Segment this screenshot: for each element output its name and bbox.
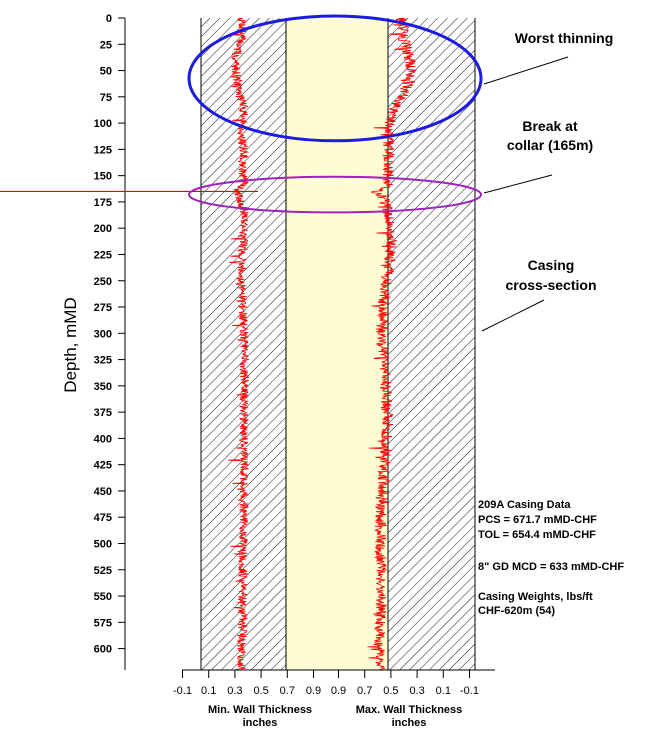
y-tick-label: 150 — [94, 171, 112, 183]
casing-cross-section-leader — [481, 299, 545, 332]
y-tick-label: 100 — [94, 118, 112, 130]
info-tol: TOL = 654.4 mMD-CHF — [478, 529, 596, 541]
max-wall-thickness-trace — [367, 17, 418, 670]
x-tick-label: 0.9 — [306, 685, 321, 697]
y-tick-label: 325 — [94, 355, 112, 367]
y-tick-label: 350 — [94, 381, 112, 393]
y-tick-label: 600 — [94, 644, 112, 656]
worst-thinning-label: Worst thinning — [515, 30, 614, 46]
y-axis-ticks: 0 25 50 75 100 125 150 175 200 225 250 275 300 325 350… — [94, 13, 125, 656]
y-tick-label: 275 — [94, 302, 112, 314]
x-tick-label: 0.1 — [201, 685, 216, 697]
y-tick-label: 175 — [94, 197, 112, 209]
x-tick-label: 0.9 — [331, 685, 346, 697]
left-track-units: inches — [243, 717, 278, 729]
y-tick-label: 525 — [94, 565, 112, 577]
y-axis-title: Depth, mMD — [61, 297, 80, 392]
x-tick-label: 0.7 — [280, 685, 295, 697]
y-tick-label: 0 — [106, 13, 112, 25]
y-tick-label: 575 — [94, 617, 112, 629]
y-tick-label: 125 — [94, 144, 112, 156]
info-casing-data: 209A Casing Data — [478, 499, 571, 511]
y-tick-label: 400 — [94, 433, 112, 445]
y-tick-label: 75 — [100, 92, 112, 104]
info-gd-mcd: 8" GD MCD = 633 mMD-CHF — [478, 561, 624, 573]
y-tick-label: 300 — [94, 328, 112, 340]
info-pcs: PCS = 671.7 mMD-CHF — [478, 514, 597, 526]
break-at-collar-leader — [483, 174, 553, 194]
worst-thinning-ellipse — [187, 14, 483, 143]
collar-break-ellipse — [188, 175, 482, 214]
x-tick-label: 0.1 — [436, 685, 451, 697]
x-axis-ticks: -0.1 0.1 0.3 0.5 0.7 0.9 0.9 0.7 0.5 0.3 0.1 -0.1 — [173, 670, 479, 697]
y-tick-label: 475 — [94, 512, 112, 524]
x-tick-label: 0.3 — [227, 685, 242, 697]
x-tick-label: 0.5 — [383, 685, 398, 697]
right-casing-wall — [388, 18, 475, 670]
break-at-collar-label-line1: Break at — [522, 118, 578, 134]
y-tick-label: 425 — [94, 460, 112, 472]
x-tick-label: 0.3 — [409, 685, 424, 697]
y-tick-label: 450 — [94, 486, 112, 498]
x-tick-label: 0.5 — [253, 685, 268, 697]
casing-bore — [286, 18, 388, 670]
y-tick-label: 250 — [94, 276, 112, 288]
info-casing-weights: Casing Weights, lbs/ft — [478, 591, 593, 603]
y-tick-label: 550 — [94, 591, 112, 603]
y-tick-label: 50 — [100, 66, 112, 78]
casing-cross-section-label-line1: Casing — [528, 257, 575, 273]
right-track-units: inches — [392, 717, 427, 729]
left-track-title: Min. Wall Thickness — [208, 704, 312, 716]
right-track-title: Max. Wall Thickness — [356, 704, 463, 716]
x-tick-label: 0.7 — [357, 685, 372, 697]
info-chf: CHF-620m (54) — [478, 605, 555, 617]
y-tick-label: 500 — [94, 539, 112, 551]
worst-thinning-leader — [483, 56, 569, 85]
y-tick-label: 25 — [100, 39, 112, 51]
break-at-collar-label-line2: collar (165m) — [507, 137, 593, 153]
y-tick-label: 200 — [94, 223, 112, 235]
x-tick-label: -0.1 — [173, 685, 192, 697]
x-tick-label: -0.1 — [460, 685, 479, 697]
y-tick-label: 375 — [94, 407, 112, 419]
y-tick-label: 225 — [94, 249, 112, 261]
casing-cross-section-label-line2: cross-section — [505, 277, 596, 293]
